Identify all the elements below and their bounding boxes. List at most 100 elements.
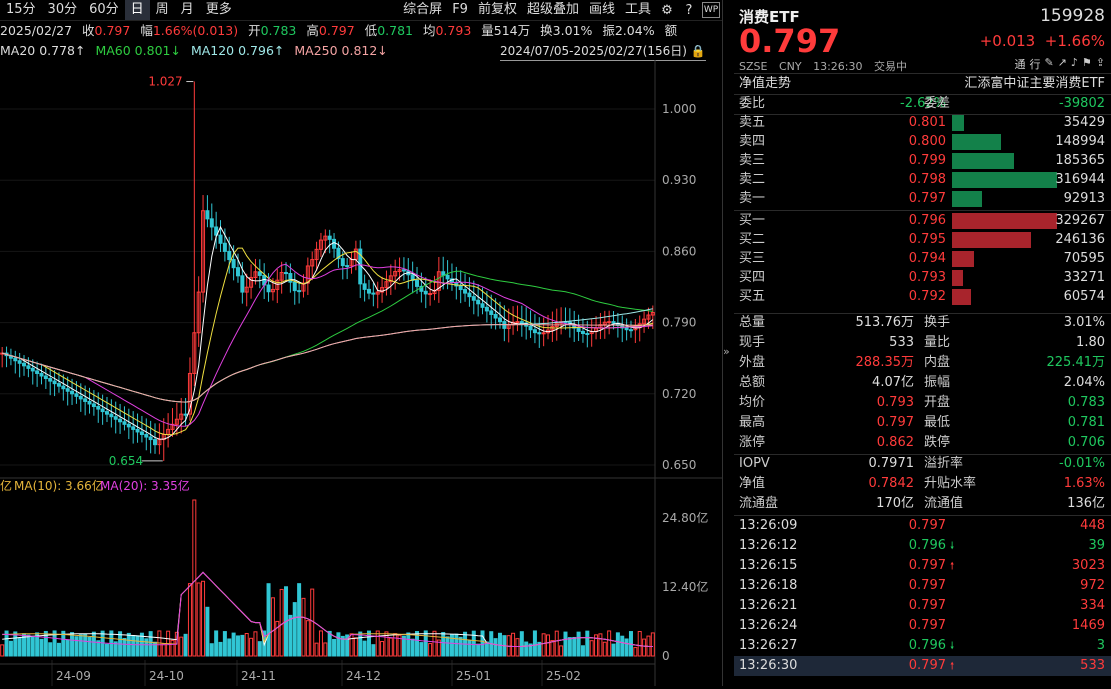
volume-bar — [96, 640, 101, 657]
change-value: +0.013 — [979, 32, 1036, 50]
stat-row: 总额 4.07亿 振幅 2.04% — [734, 373, 1111, 393]
stat-value: 0.781 — [1067, 415, 1105, 430]
level-price: 0.792 — [908, 289, 946, 304]
gear-icon[interactable]: ⚙ — [661, 2, 673, 18]
level-volume: 60574 — [1063, 289, 1105, 304]
volume-bar — [148, 631, 153, 657]
candle-body — [519, 321, 524, 324]
period-tab[interactable]: 月 — [180, 2, 194, 17]
orderbook-row[interactable]: 买四 0.793 33271 — [734, 268, 1111, 288]
candle-body — [484, 306, 489, 312]
stat-label: 均价 — [739, 395, 766, 410]
candle-body — [192, 332, 197, 374]
tick-volume: 3023 — [1071, 558, 1105, 573]
stat-label: 量比 — [924, 335, 951, 350]
level-label: 卖一 — [739, 191, 766, 206]
period-tab[interactable]: 更多 — [205, 2, 232, 17]
market-meta: SZSE CNY 13:26:30 交易中 — [739, 58, 915, 74]
orderbook-row[interactable]: 买三 0.794 70595 — [734, 249, 1111, 269]
tick-row[interactable]: 13:26:30 0.797 🠕 533 — [734, 656, 1111, 676]
kline-chart[interactable]: 1.000 0.930 0.860 0.790 0.720 0.650 1.027 0.654… — [0, 60, 722, 686]
period-tab[interactable]: 60分 — [89, 2, 119, 17]
orderbook-row[interactable]: 卖四 0.800 148994 — [734, 132, 1111, 152]
collapse-arrow-icon[interactable]: » — [723, 345, 730, 358]
help-icon[interactable]: ? — [685, 2, 693, 18]
link-icon[interactable]: ↗ — [1057, 56, 1067, 69]
volume-bar — [375, 630, 380, 657]
volume-bar — [257, 641, 262, 657]
level-volume: 70595 — [1063, 251, 1105, 266]
candle-body — [70, 390, 75, 395]
volume-bar — [952, 251, 974, 267]
tick-row[interactable]: 13:26:21 0.797 334 — [734, 596, 1111, 616]
level-volume: 329267 — [1055, 213, 1105, 228]
orderbook-row[interactable]: 卖二 0.798 316944 — [734, 170, 1111, 190]
date-range[interactable]: 2024/07/05-2025/02/27(156日) 🔒 — [500, 42, 706, 61]
toolbar-button[interactable]: 超级叠加 — [526, 2, 579, 17]
period-tab[interactable]: 15分 — [6, 2, 36, 17]
orderbook-row[interactable]: 买二 0.795 246136 — [734, 230, 1111, 250]
tong-icon[interactable]: 通 — [1014, 58, 1026, 71]
level-price: 0.796 — [908, 213, 946, 228]
lock-icon[interactable]: 🔒 — [690, 44, 706, 58]
candle-body — [384, 281, 389, 289]
weicha-label: 委差 — [924, 96, 951, 111]
period-tab[interactable]: 周 — [155, 2, 169, 17]
amp-label: 幅 — [140, 23, 153, 38]
toolbar-button[interactable]: 工具 — [624, 2, 651, 17]
orderbook-row[interactable]: 买一 0.796 329267 — [734, 211, 1111, 231]
bell-icon[interactable]: ♪ — [1070, 56, 1078, 69]
stat-label: 最低 — [924, 415, 951, 430]
orderbook-row[interactable]: 卖三 0.799 185365 — [734, 151, 1111, 171]
candle-body — [35, 370, 40, 374]
tick-row[interactable]: 13:26:12 0.796 🠗 39 — [734, 536, 1111, 556]
volume-bar — [35, 632, 40, 657]
stat-value: 0.793 — [876, 395, 914, 410]
tick-row[interactable]: 13:26:24 0.797 1469 — [734, 616, 1111, 636]
share-icon[interactable]: ⇪ — [1095, 56, 1105, 69]
stat-label: IOPV — [739, 456, 770, 471]
candle-body — [135, 428, 140, 433]
kline-chart-area[interactable]: 1.000 0.930 0.860 0.790 0.720 0.650 1.027 0.654… — [0, 60, 722, 686]
volume-bar — [301, 597, 306, 657]
period-tab[interactable]: 日 — [124, 0, 150, 20]
volume-bar — [567, 637, 572, 657]
hang-icon[interactable]: 行 — [1029, 58, 1041, 71]
orderbook-row[interactable]: 卖一 0.797 92913 — [734, 189, 1111, 209]
volume-ma-legend: MA(10): 3.66亿 — [14, 478, 104, 493]
amp-value: 1.66%(0.013) — [152, 23, 239, 38]
tick-row[interactable]: 13:26:15 0.797 🠕 3023 — [734, 556, 1111, 576]
candle-body — [179, 413, 184, 420]
orderbook-row[interactable]: 买五 0.792 60574 — [734, 287, 1111, 307]
tick-row[interactable]: 13:26:09 0.797 448 — [734, 516, 1111, 536]
volume-bar — [952, 172, 1057, 188]
candle-body — [113, 416, 118, 420]
tick-time: 13:26:18 — [739, 578, 798, 593]
wp-icon[interactable]: WP — [702, 2, 720, 18]
volume-bar — [406, 632, 411, 657]
toolbar-button[interactable]: F9 — [452, 2, 468, 17]
period-tab[interactable]: 30分 — [47, 2, 78, 17]
divider — [734, 454, 1111, 455]
alert-icon[interactable]: ⚑ — [1081, 56, 1092, 69]
tick-row[interactable]: 13:26:27 0.796 🠗 3 — [734, 636, 1111, 656]
volume-bar — [952, 153, 1014, 169]
volume-bar — [336, 632, 341, 657]
stat-value: 288.35万 — [855, 355, 915, 370]
divider — [734, 515, 1111, 516]
tick-price: 0.797 — [908, 578, 946, 593]
toolbar-button[interactable]: 前复权 — [477, 2, 517, 17]
edit-icon[interactable]: ✎ — [1044, 56, 1054, 69]
volume-bar — [8, 640, 13, 657]
volume-ma-legend: 亿 — [0, 478, 12, 493]
orderbook-row[interactable]: 卖五 0.801 35429 — [734, 113, 1111, 133]
nav-trend-link[interactable]: 净值走势 — [739, 76, 792, 91]
volume-bar — [397, 634, 402, 657]
vol-label: 量 — [481, 23, 494, 38]
volume-bar — [650, 632, 655, 657]
tick-row[interactable]: 13:26:18 0.797 972 — [734, 576, 1111, 596]
volume-bar — [519, 631, 524, 657]
candle-body — [78, 395, 83, 400]
toolbar-button[interactable]: 画线 — [588, 2, 615, 17]
toolbar-button[interactable]: 综合屏 — [403, 2, 443, 17]
